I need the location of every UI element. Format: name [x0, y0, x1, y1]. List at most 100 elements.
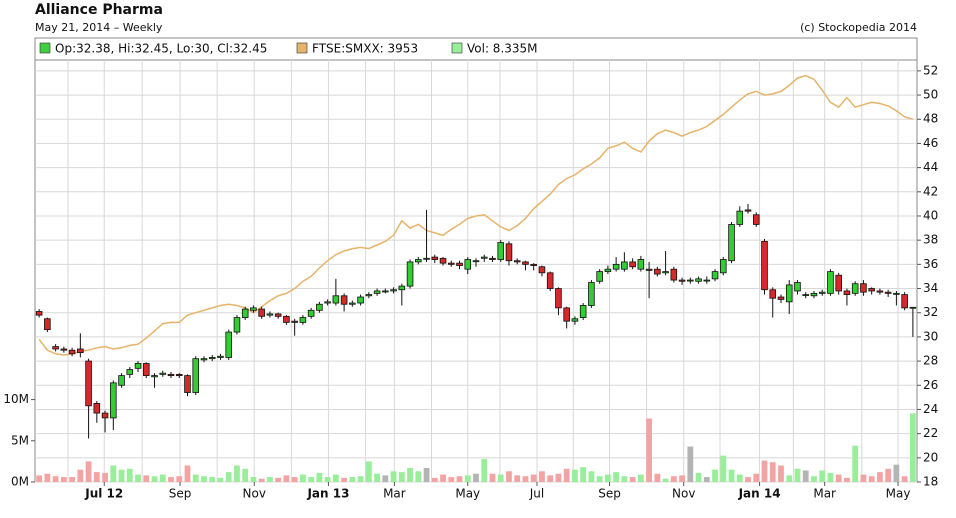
candle-body: [126, 369, 134, 375]
volume-bar: [753, 473, 760, 482]
volume-bar: [267, 477, 273, 482]
candle-body: [431, 256, 439, 260]
candle-body: [777, 296, 785, 300]
volume-bar: [588, 471, 595, 482]
volume-bar: [365, 461, 372, 482]
volume-bar: [300, 474, 306, 482]
candle-body: [332, 295, 340, 304]
volume-bar: [398, 472, 405, 482]
volume-bar: [168, 477, 174, 482]
y-tick-label: 24: [923, 402, 938, 416]
candle-body: [274, 313, 282, 317]
volume-bar: [605, 474, 611, 482]
volume-bar: [126, 468, 133, 482]
volume-bar: [679, 475, 685, 482]
y-tick-label: 42: [923, 184, 938, 198]
candle-body: [77, 348, 84, 354]
candle-body: [60, 348, 68, 351]
y-tick-label: 40: [923, 208, 938, 222]
candle-body: [761, 240, 768, 291]
volume-bar: [382, 475, 389, 482]
candle-body: [85, 360, 92, 407]
volume-bar: [868, 476, 875, 482]
volume-bar: [794, 468, 801, 482]
volume-bar: [555, 473, 562, 482]
x-tick-label: May: [886, 487, 911, 501]
volume-bar: [703, 477, 710, 482]
candle-body: [390, 289, 397, 292]
candle-body: [670, 268, 678, 281]
candle-body: [513, 260, 521, 263]
volume-bar: [506, 471, 512, 482]
candle-body: [208, 357, 216, 360]
y-tick-label: 36: [923, 257, 938, 271]
volume-bar: [316, 472, 323, 482]
candle-body: [423, 257, 430, 260]
volume-bar: [176, 476, 183, 482]
candle-body: [68, 349, 76, 355]
volume-bar: [580, 467, 587, 482]
candle-body: [555, 288, 562, 309]
candle-body: [736, 210, 744, 225]
candle-body: [596, 271, 603, 282]
volume-bar: [110, 465, 117, 482]
candle-body: [291, 320, 298, 323]
candle-body: [505, 243, 513, 262]
volume-bar: [225, 472, 232, 482]
volume-bar: [473, 473, 479, 482]
volume-bar: [341, 477, 347, 482]
volume-bar: [349, 477, 356, 482]
volume-bar: [629, 477, 636, 482]
candle-body: [662, 271, 669, 274]
candle-body: [134, 363, 142, 369]
candle-body: [835, 274, 842, 292]
volume-bar: [52, 476, 59, 482]
candle-body: [192, 358, 200, 393]
x-tick-label: Sep: [169, 487, 192, 501]
volume-bar: [778, 465, 784, 482]
y2-tick-label: 10M: [3, 392, 29, 406]
volume-bar: [522, 476, 529, 482]
x-tick-label: Mar: [813, 487, 836, 501]
candle-body: [52, 346, 59, 350]
candle-body: [241, 308, 249, 318]
candle-body: [349, 302, 356, 305]
y-tick-label: 30: [923, 329, 938, 343]
candle-body: [398, 285, 406, 291]
volume-bar: [456, 476, 463, 482]
volume-bar: [69, 477, 75, 482]
volume-bar: [291, 477, 298, 482]
y-tick-label: 46: [923, 136, 938, 150]
volume-bar: [621, 476, 628, 482]
volume-bar: [745, 477, 751, 482]
candle-body: [645, 268, 653, 271]
volume-bar: [431, 477, 438, 482]
volume-bar: [497, 474, 504, 482]
volume-bar: [184, 465, 191, 482]
candle-body: [604, 268, 612, 273]
candle-body: [579, 305, 587, 318]
candle-body: [752, 214, 760, 225]
volume-bar: [464, 475, 471, 482]
volume-bar: [539, 471, 545, 482]
candle-body: [307, 309, 315, 317]
candle-body: [769, 289, 777, 299]
volume-bar: [201, 476, 207, 482]
candle-body: [373, 290, 381, 294]
volume-bar: [695, 472, 702, 482]
volume-bar: [637, 474, 644, 482]
volume-bar: [835, 474, 842, 482]
volume-bar: [242, 468, 249, 482]
volume-bar: [85, 461, 92, 482]
candle-body: [695, 278, 702, 282]
legend-swatch: [296, 42, 308, 54]
candle-body: [629, 261, 636, 268]
volume-bar: [36, 475, 43, 482]
candle-body: [151, 375, 158, 378]
candle-body: [464, 259, 472, 270]
volume-bar: [893, 464, 900, 482]
x-tick-label: Jan 13: [306, 487, 349, 501]
candle-body: [802, 294, 810, 296]
volume-bar: [407, 467, 413, 482]
y-tick-label: 32: [923, 305, 938, 319]
